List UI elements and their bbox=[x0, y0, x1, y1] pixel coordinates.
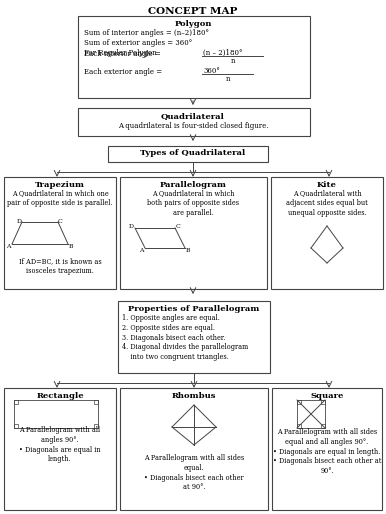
Text: If AD=BC, it is known as
isosceles trapezium.: If AD=BC, it is known as isosceles trape… bbox=[19, 257, 102, 275]
Bar bbox=[271, 177, 383, 289]
Text: B: B bbox=[186, 248, 191, 253]
Text: D: D bbox=[17, 219, 22, 224]
Text: C: C bbox=[176, 224, 181, 229]
Text: A Parallelogram with all sides
equal and all angles 90°.
• Diagonals are equal i: A Parallelogram with all sides equal and… bbox=[273, 428, 381, 475]
Text: (n – 2)180°: (n – 2)180° bbox=[203, 49, 242, 57]
Text: Parallelogram: Parallelogram bbox=[159, 181, 227, 189]
Text: A Parallelogram with all
angles 90°.
• Diagonals are equal in
length.: A Parallelogram with all angles 90°. • D… bbox=[19, 426, 101, 464]
Bar bbox=[14, 424, 18, 428]
Bar bbox=[94, 400, 98, 404]
Bar bbox=[94, 424, 98, 428]
Text: 1. Opposite angles are equal.
2. Opposite sides are equal.
3. Diagonals bisect e: 1. Opposite angles are equal. 2. Opposit… bbox=[122, 314, 248, 361]
Bar bbox=[78, 108, 310, 136]
Text: Quadrilateral: Quadrilateral bbox=[161, 112, 225, 120]
Bar bbox=[14, 400, 18, 404]
Bar bbox=[4, 388, 116, 510]
Text: A: A bbox=[7, 244, 11, 249]
Bar bbox=[4, 177, 116, 289]
Text: Kite: Kite bbox=[317, 181, 337, 189]
Text: n: n bbox=[231, 57, 235, 65]
Text: A: A bbox=[139, 248, 144, 253]
Bar bbox=[297, 400, 325, 428]
Text: Square: Square bbox=[310, 392, 344, 400]
Text: Properties of Parallelogram: Properties of Parallelogram bbox=[128, 305, 260, 313]
Bar bbox=[118, 301, 270, 373]
Bar bbox=[108, 146, 268, 162]
Text: Trapezium: Trapezium bbox=[35, 181, 85, 189]
Text: C: C bbox=[58, 219, 63, 224]
Text: A quadrilateral is four-sided closed figure.: A quadrilateral is four-sided closed fig… bbox=[118, 122, 268, 130]
Text: n: n bbox=[226, 75, 230, 83]
Text: Each exterior angle =: Each exterior angle = bbox=[84, 68, 162, 76]
Text: B: B bbox=[69, 244, 73, 249]
Bar bbox=[321, 400, 325, 404]
Bar bbox=[321, 424, 325, 428]
Text: A Quadrilateral in which
both pairs of opposite sides
are parallel.: A Quadrilateral in which both pairs of o… bbox=[147, 189, 239, 216]
Text: Polygon: Polygon bbox=[174, 20, 212, 28]
Bar bbox=[120, 388, 268, 510]
Text: Sum of interior angles = (n–2)180°
Sum of exterior angles = 360°
For Regular Pol: Sum of interior angles = (n–2)180° Sum o… bbox=[84, 29, 209, 57]
Text: Each interior angle =: Each interior angle = bbox=[84, 50, 161, 58]
Bar bbox=[14, 400, 98, 428]
Bar bbox=[297, 400, 301, 404]
Text: A Quadrilateral with
adjacent sides equal but
unequal opposite sides.: A Quadrilateral with adjacent sides equa… bbox=[286, 189, 368, 216]
Bar bbox=[120, 177, 267, 289]
Text: 360°: 360° bbox=[203, 67, 220, 75]
Bar bbox=[297, 424, 301, 428]
Bar bbox=[78, 16, 310, 98]
Text: Rectangle: Rectangle bbox=[36, 392, 84, 400]
Text: CONCEPT MAP: CONCEPT MAP bbox=[148, 7, 238, 16]
Text: Rhombus: Rhombus bbox=[172, 392, 216, 400]
Text: A Parallelogram with all sides
equal.
• Diagonals bisect each other
at 90°.: A Parallelogram with all sides equal. • … bbox=[144, 454, 244, 491]
Text: A Quadrilateral in which one
pair of opposite side is parallel.: A Quadrilateral in which one pair of opp… bbox=[7, 189, 113, 207]
Bar bbox=[272, 388, 382, 510]
Text: Types of Quadrilateral: Types of Quadrilateral bbox=[141, 149, 245, 157]
Text: D: D bbox=[129, 224, 134, 229]
